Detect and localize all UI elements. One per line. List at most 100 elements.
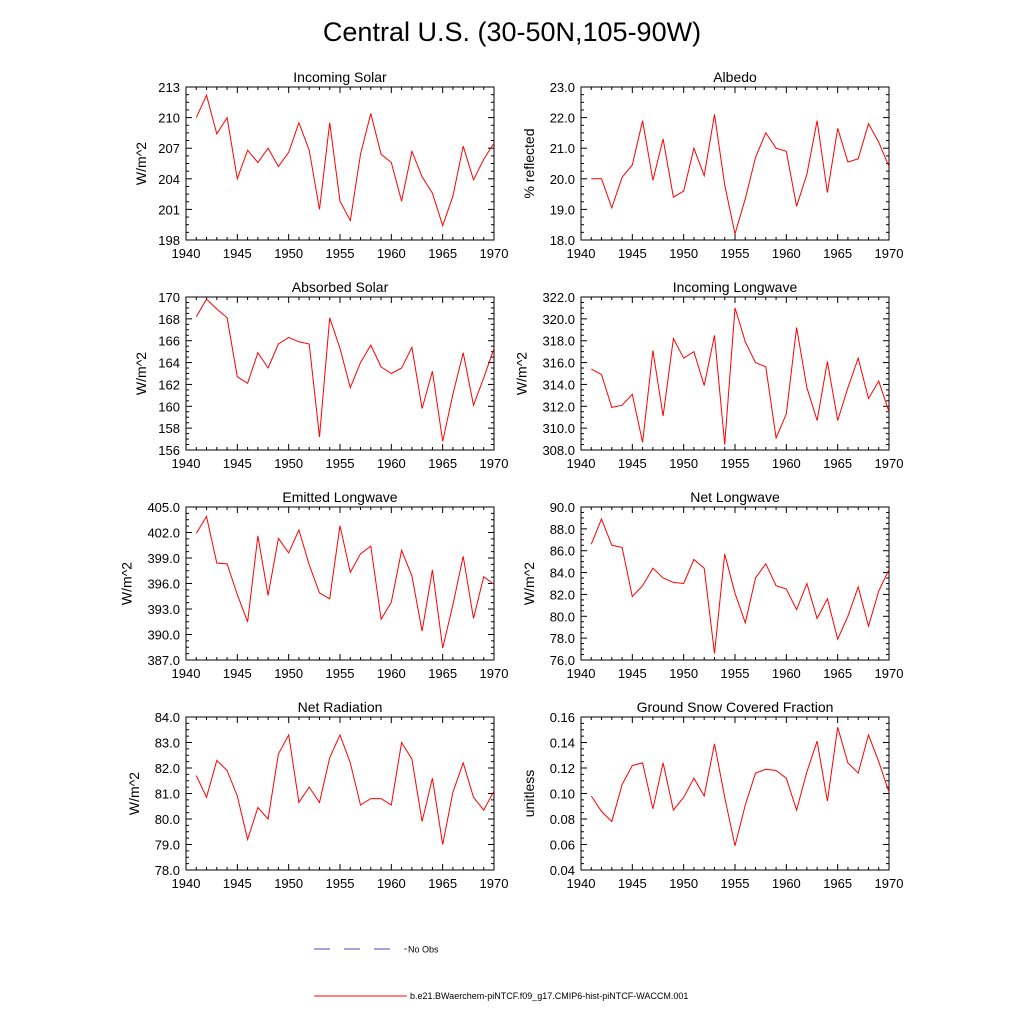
panel-5: Emitted Longwave 1940 1945 1950 1955 1960 1965…	[119, 489, 509, 681]
panel-4: Incoming Longwave 1940 1945 1950 1955 1960 196…	[514, 279, 904, 471]
x-tick-label: 1965	[823, 246, 852, 261]
y-tick-label: 166	[158, 334, 180, 349]
legend: No Obs b.e21.BWaerchem-piNTCF.f09_g17.CM…	[314, 945, 688, 1001]
y-tick-label: 21.0	[550, 141, 575, 156]
y-tick-label: 84.0	[155, 710, 180, 725]
x-tick-label: 1945	[223, 876, 252, 891]
series-line	[195, 733, 495, 845]
panel-title: Emitted Longwave	[282, 489, 397, 505]
y-tick-label: 0.16	[550, 710, 575, 725]
x-tick-label: 1950	[669, 876, 698, 891]
x-tick-label: 1940	[567, 246, 596, 261]
x-tick-label: 1960	[772, 456, 801, 471]
x-tick-label: 1945	[618, 666, 647, 681]
panel-title: Ground Snow Covered Fraction	[637, 699, 834, 715]
y-tick-label: 84.0	[550, 566, 575, 581]
x-tick-label: 1940	[567, 876, 596, 891]
x-tick-label: 1940	[567, 456, 596, 471]
x-tick-label: 1955	[326, 456, 355, 471]
plot-frame	[580, 86, 890, 241]
y-tick-label: 201	[158, 202, 180, 217]
plot-frame	[580, 506, 890, 661]
y-tick-label: 81.0	[155, 787, 180, 802]
legend-model-label: b.e21.BWaerchem-piNTCF.f09_g17.CMIP6-his…	[410, 991, 688, 1001]
y-tick-label: 82.0	[550, 587, 575, 602]
panel-6: Net Longwave 1940 1945 1950 1955 1960 1965 1970…	[521, 489, 904, 681]
x-tick-label: 1965	[823, 666, 852, 681]
legend-obs-label: No Obs	[408, 945, 439, 955]
x-tick-label: 1965	[428, 456, 457, 471]
y-tick-label: 80.0	[155, 812, 180, 827]
y-tick-label: 396.0	[147, 577, 180, 592]
panel-2: Albedo 1940 1945 1950 1955 1960 1965 1970 18.0 19…	[521, 69, 904, 261]
x-tick-label: 1965	[823, 876, 852, 891]
y-tick-label: 170	[158, 290, 180, 305]
x-tick-label: 1940	[172, 456, 201, 471]
y-tick-label: 322.0	[542, 290, 575, 305]
y-tick-label: 393.0	[147, 602, 180, 617]
y-tick-label: 316.0	[542, 356, 575, 371]
x-tick-label: 1970	[480, 876, 509, 891]
y-tick-label: 22.0	[550, 111, 575, 126]
panel-title: Incoming Solar	[293, 69, 387, 85]
x-tick-label: 1955	[721, 876, 750, 891]
y-axis-label: W/m^2	[514, 352, 530, 395]
x-tick-label: 1960	[772, 246, 801, 261]
panel-7: Net Radiation 1940 1945 1950 1955 1960 1965 197…	[126, 699, 509, 891]
series-line	[195, 298, 495, 442]
y-tick-label: 76.0	[550, 653, 575, 668]
x-tick-label: 1945	[223, 456, 252, 471]
x-tick-label: 1965	[823, 456, 852, 471]
y-tick-label: 312.0	[542, 399, 575, 414]
x-tick-label: 1970	[875, 246, 904, 261]
x-tick-label: 1970	[875, 876, 904, 891]
plot-frame	[185, 716, 495, 871]
plot-frame	[185, 86, 495, 241]
panel-title: Incoming Longwave	[673, 279, 798, 295]
y-tick-label: 0.10	[550, 787, 575, 802]
y-tick-label: 19.0	[550, 202, 575, 217]
y-tick-label: 23.0	[550, 80, 575, 95]
plot-frame	[185, 296, 495, 451]
x-tick-label: 1945	[618, 456, 647, 471]
y-tick-label: 20.0	[550, 172, 575, 187]
y-tick-label: 162	[158, 377, 180, 392]
x-tick-label: 1960	[377, 876, 406, 891]
y-tick-label: 318.0	[542, 334, 575, 349]
panel-3: Absorbed Solar 1940 1945 1950 1955 1960 1965 19…	[133, 279, 508, 471]
y-tick-label: 80.0	[550, 609, 575, 624]
series-line	[195, 515, 495, 649]
y-tick-label: 198	[158, 233, 180, 248]
panel-title: Absorbed Solar	[292, 279, 389, 295]
x-tick-label: 1945	[618, 246, 647, 261]
x-tick-label: 1960	[377, 666, 406, 681]
y-tick-label: 83.0	[155, 736, 180, 751]
x-tick-label: 1960	[377, 456, 406, 471]
series-line	[591, 114, 890, 235]
x-tick-label: 1955	[326, 666, 355, 681]
y-tick-label: 0.06	[550, 838, 575, 853]
x-tick-label: 1970	[480, 456, 509, 471]
y-axis-label: W/m^2	[126, 772, 142, 815]
y-axis-label: % reflected	[521, 128, 537, 198]
x-tick-label: 1950	[274, 246, 303, 261]
panel-title: Net Longwave	[690, 489, 780, 505]
x-tick-label: 1940	[567, 666, 596, 681]
y-tick-label: 0.08	[550, 812, 575, 827]
y-tick-label: 405.0	[147, 500, 180, 515]
x-tick-label: 1970	[875, 666, 904, 681]
plot-frame	[580, 296, 890, 451]
x-tick-label: 1950	[274, 456, 303, 471]
y-tick-label: 78.0	[550, 631, 575, 646]
y-tick-label: 399.0	[147, 551, 180, 566]
y-axis-label: W/m^2	[521, 562, 537, 605]
plot-frame	[185, 506, 495, 661]
x-tick-label: 1940	[172, 876, 201, 891]
y-tick-label: 82.0	[155, 761, 180, 776]
y-tick-label: 0.12	[550, 761, 575, 776]
x-tick-label: 1950	[669, 246, 698, 261]
y-tick-label: 18.0	[550, 233, 575, 248]
x-tick-label: 1940	[172, 666, 201, 681]
x-tick-label: 1940	[172, 246, 201, 261]
